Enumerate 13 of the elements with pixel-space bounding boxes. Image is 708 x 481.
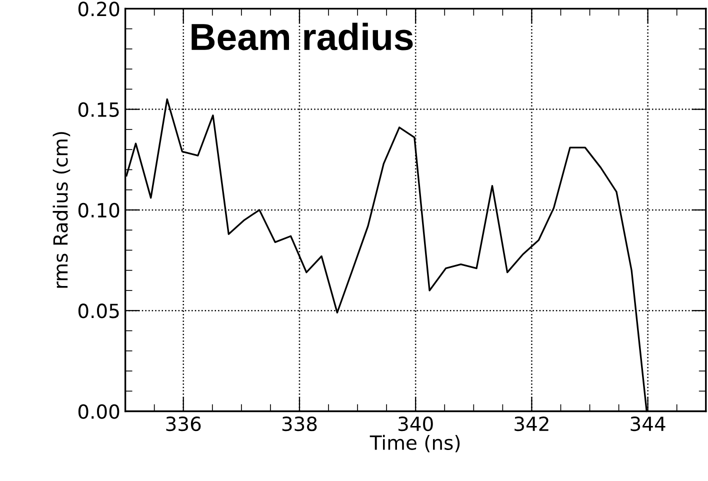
x-tick-label: 342 — [514, 416, 548, 432]
y-axis-title: rms Radius (cm) — [52, 132, 70, 288]
x-tick-label: 340 — [398, 416, 433, 432]
x-tick-label: 344 — [630, 416, 666, 432]
annotation: Beam radius — [192, 22, 413, 50]
y-tick-label: 0.05 — [78, 304, 119, 318]
y-tick-label: 0.00 — [78, 404, 120, 419]
y-tick-label: 0.15 — [78, 102, 119, 117]
x-tick-label: 338 — [282, 416, 317, 432]
x-axis-title: Time (ns) — [370, 434, 460, 452]
x-tick-label: 336 — [166, 416, 201, 432]
y-tick-label: 0.20 — [78, 2, 120, 16]
y-tick-label: 0.10 — [78, 202, 120, 218]
